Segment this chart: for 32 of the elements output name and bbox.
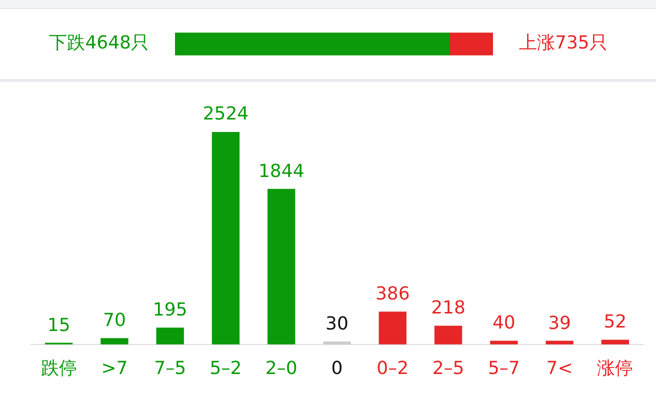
x-tick-label: 0 <box>331 358 343 379</box>
x-tick-label: 7–5 <box>154 358 186 379</box>
data-label: 15 <box>47 314 70 336</box>
bar <box>490 340 518 344</box>
data-label: 上涨735只 <box>519 32 608 54</box>
data-label: 下跌4648只 <box>49 32 149 54</box>
bar <box>156 328 184 344</box>
data-label: 52 <box>604 312 627 333</box>
x-tick-label: 跌停 <box>40 358 77 379</box>
data-label: 70 <box>103 310 126 332</box>
x-tick-label: 5–7 <box>488 358 520 379</box>
data-label: 386 <box>375 284 410 305</box>
x-tick-label: 0–2 <box>376 358 409 379</box>
bar <box>434 326 462 344</box>
x-tick-label: >7 <box>101 358 128 379</box>
bar <box>100 338 128 344</box>
data-label: 195 <box>152 300 188 321</box>
x-tick-label: 2–0 <box>265 358 298 379</box>
x-tick-label: 5–2 <box>210 358 242 379</box>
data-label: 39 <box>548 312 571 334</box>
bar <box>601 340 630 344</box>
x-tick-label: 2–5 <box>432 358 464 379</box>
bar <box>378 312 406 344</box>
data-label: 1844 <box>258 160 304 182</box>
x-tick-label: 7< <box>546 358 573 379</box>
data-label: 40 <box>492 312 516 334</box>
bar <box>212 132 240 344</box>
data-label: 218 <box>431 298 466 319</box>
data-label: 2524 <box>202 104 249 125</box>
data-label: 30 <box>326 314 348 335</box>
x-tick-label: 涨停 <box>597 358 634 379</box>
bar <box>268 188 296 344</box>
